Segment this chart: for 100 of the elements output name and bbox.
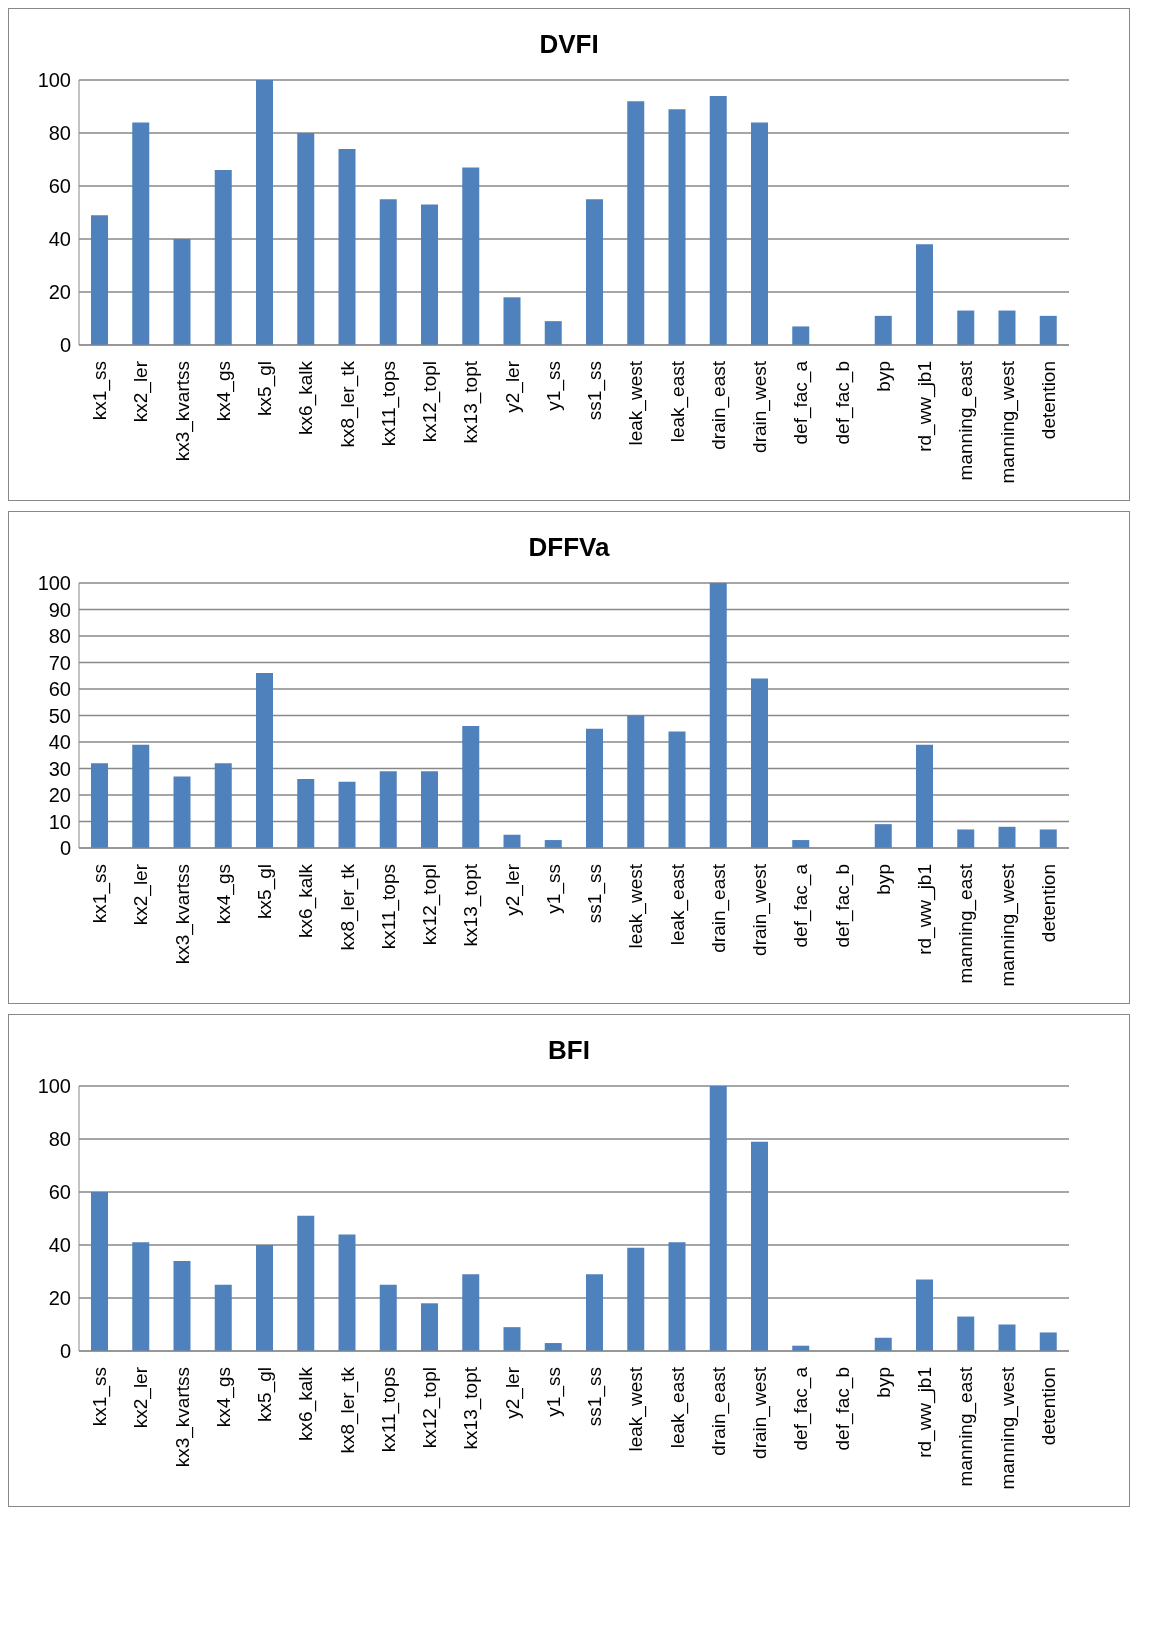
bar [1039, 315, 1057, 345]
bar [916, 1279, 933, 1351]
bar [462, 1274, 480, 1351]
x-tick-label: drain_east [707, 863, 730, 953]
x-tick-label: leak_east [666, 863, 689, 946]
bar [627, 715, 645, 848]
bar [916, 744, 933, 848]
y-tick-label: 100 [37, 69, 71, 92]
chart-title: DFFVa [527, 531, 611, 563]
y-tick-label: 100 [37, 572, 71, 595]
bar [214, 1284, 232, 1351]
y-tick-label: 20 [48, 1287, 71, 1310]
x-tick-label: manning_west [996, 360, 1019, 484]
x-tick-label: rd_ww_jb1 [914, 1367, 937, 1458]
x-tick-label: kx4_gs [212, 864, 235, 925]
bar [256, 80, 273, 345]
y-tick-label: 0 [59, 1340, 71, 1363]
bar [421, 1303, 438, 1351]
x-tick-label: detention [1037, 361, 1059, 440]
x-tick-label: kx5_gl [254, 1367, 277, 1422]
bar [379, 199, 397, 345]
x-tick-label: kx4_gs [212, 361, 235, 422]
bar [503, 297, 521, 345]
chart-title: BFI [547, 1034, 591, 1066]
x-tick-label: rd_ww_jb1 [914, 361, 937, 452]
bar [668, 731, 686, 848]
x-tick-label: leak_east [666, 360, 689, 443]
y-tick-label: 90 [48, 598, 71, 621]
x-tick-label: kx6_kalk [295, 863, 318, 938]
x-tick-label: ss1_ss [584, 1367, 607, 1427]
x-tick-label: ss1_ss [584, 864, 607, 924]
bar [256, 1245, 273, 1351]
x-tick-label: drain_west [749, 863, 772, 956]
x-tick-label: kx12_topl [419, 1367, 442, 1449]
y-tick-label: 0 [59, 334, 71, 357]
x-tick-label: kx6_kalk [295, 360, 318, 435]
chart-title: DVFI [538, 28, 600, 60]
x-tick-label: kx1_ss [89, 361, 112, 421]
x-tick-label: kx11_tops [377, 864, 400, 950]
bar [957, 829, 975, 848]
bar [462, 167, 480, 345]
bar [874, 824, 892, 848]
bar [957, 1316, 975, 1351]
x-tick-label: def_fac_a [790, 863, 813, 948]
x-tick-label: drain_east [707, 360, 730, 450]
x-tick-label: kx4_gs [212, 1367, 235, 1428]
x-tick-label: kx3_kvartss [171, 1367, 194, 1468]
x-tick-label: kx1_ss [89, 1367, 112, 1427]
bar [874, 1337, 892, 1351]
bar [91, 763, 108, 848]
y-tick-label: 60 [48, 678, 71, 701]
bar [173, 1260, 191, 1351]
bar [668, 1242, 686, 1351]
x-tick-label: kx13_topt [460, 863, 483, 947]
y-tick-label: 70 [48, 651, 71, 674]
bar [132, 1242, 150, 1351]
y-tick-label: 40 [48, 731, 71, 754]
x-tick-label: detention [1037, 864, 1059, 943]
x-tick-label: leak_west [625, 1366, 648, 1452]
y-tick-label: 50 [48, 704, 71, 727]
bar [379, 771, 397, 848]
bar [544, 321, 562, 345]
y-tick-label: 60 [48, 1181, 71, 1204]
x-tick-label: def_fac_b [831, 864, 854, 948]
x-tick-label: kx2_ler [130, 863, 153, 926]
bar [421, 204, 438, 345]
bar [998, 826, 1016, 848]
y-tick-label: 40 [48, 228, 71, 251]
bar [957, 310, 975, 345]
bar [586, 199, 603, 345]
bar [173, 776, 191, 848]
bar [297, 133, 315, 345]
bar [998, 310, 1016, 345]
x-tick-label: manning_east [955, 863, 978, 984]
x-tick-label: def_fac_b [831, 361, 854, 445]
x-tick-label: byp [872, 361, 894, 392]
y-tick-label: 10 [48, 810, 71, 833]
bar [627, 1247, 645, 1351]
bar [421, 771, 438, 848]
x-tick-label: byp [872, 864, 894, 895]
bar [379, 1284, 397, 1351]
bar [462, 726, 480, 848]
bar [1039, 1332, 1057, 1351]
x-tick-label: kx5_gl [254, 864, 277, 919]
y-tick-label: 80 [48, 122, 71, 145]
x-tick-label: detention [1037, 1367, 1059, 1446]
x-tick-label: rd_ww_jb1 [914, 864, 937, 955]
x-tick-label: kx11_tops [377, 1367, 400, 1453]
bar [297, 779, 315, 848]
x-tick-label: y1_ss [542, 361, 565, 411]
y-tick-label: 40 [48, 1234, 71, 1257]
bar [503, 1327, 521, 1351]
bar [751, 1141, 768, 1351]
x-tick-label: kx13_topt [460, 1366, 483, 1450]
x-tick-label: kx8_ler_tk [336, 360, 359, 448]
x-tick-label: kx12_topl [419, 361, 442, 443]
x-tick-label: leak_west [625, 360, 648, 446]
x-tick-label: manning_west [996, 1366, 1019, 1490]
bar [132, 744, 150, 848]
bar [338, 1234, 356, 1351]
